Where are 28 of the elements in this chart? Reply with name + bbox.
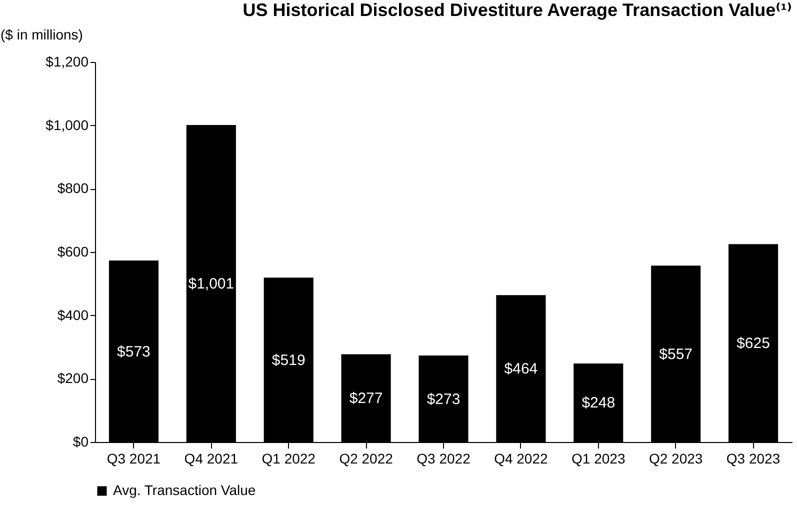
x-tick-label: Q3 2021: [106, 450, 161, 466]
y-tick-label: $0: [72, 434, 89, 450]
y-tick-label: $200: [57, 370, 89, 386]
data-label: $464: [504, 360, 538, 378]
legend-label: Avg. Transaction Value: [113, 482, 256, 498]
y-tick-label: $1,200: [46, 54, 89, 70]
data-label: $1,001: [188, 276, 234, 293]
x-tick-label: Q1 2022: [262, 450, 316, 466]
y-tick-label: $800: [57, 180, 89, 196]
data-label: $625: [736, 335, 770, 352]
x-tick-label: Q4 2021: [184, 450, 238, 466]
x-tick-label: Q1 2023: [572, 450, 626, 466]
data-label: $519: [272, 352, 306, 369]
x-tick-label: Q3 2023: [726, 450, 780, 466]
data-label: $573: [117, 343, 150, 360]
y-tick-label: $1,000: [46, 116, 89, 133]
x-tick-label: Q3 2022: [416, 450, 471, 466]
x-tick-label: Q4 2022: [494, 450, 548, 466]
y-tick-label: $400: [57, 306, 89, 323]
data-label: $277: [349, 390, 383, 408]
data-label: $557: [659, 346, 693, 363]
x-tick-label: Q2 2022: [339, 450, 394, 466]
data-label: $248: [582, 394, 616, 412]
y-tick-label: $600: [57, 244, 89, 260]
data-label: $273: [426, 390, 460, 408]
chart-title: US Historical Disclosed Divestiture Average Transaction Value⁽¹⁾: [242, 0, 792, 20]
x-tick-label: Q2 2023: [648, 450, 703, 466]
y-axis-title: ($ in millions): [0, 26, 83, 42]
